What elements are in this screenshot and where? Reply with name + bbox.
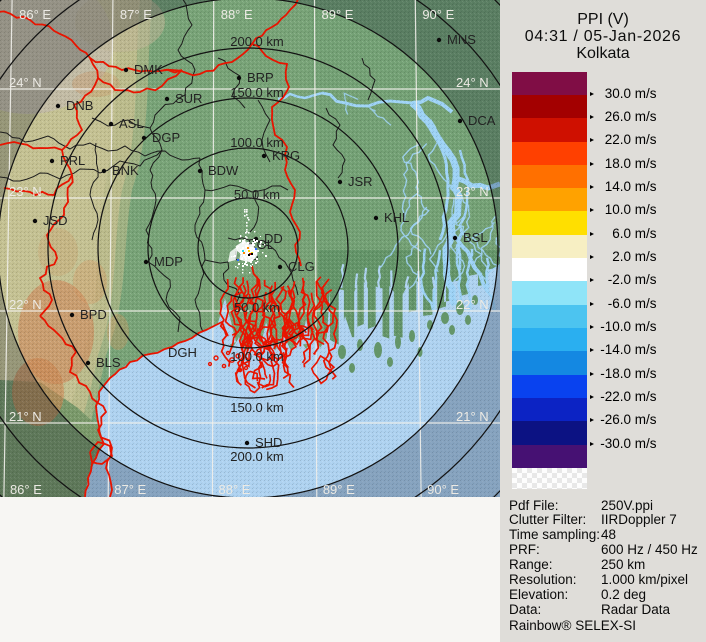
svg-text:MDP: MDP: [154, 254, 183, 269]
svg-text:DNB: DNB: [66, 98, 93, 113]
svg-text:DMK: DMK: [134, 62, 163, 77]
svg-text:BSL: BSL: [463, 230, 488, 245]
svg-text:JSD: JSD: [43, 213, 68, 228]
svg-text:200.0 km: 200.0 km: [230, 449, 283, 464]
svg-text:SHD: SHD: [255, 435, 282, 450]
svg-text:88° E: 88° E: [219, 482, 251, 497]
svg-text:PRL: PRL: [60, 153, 85, 168]
svg-text:DGP: DGP: [152, 130, 180, 145]
svg-text:MNS: MNS: [447, 32, 476, 47]
svg-text:23° N: 23° N: [9, 184, 42, 199]
svg-text:KHL: KHL: [384, 210, 409, 225]
svg-text:DGH: DGH: [168, 345, 197, 360]
svg-text:21° N: 21° N: [456, 409, 489, 424]
svg-text:DCA: DCA: [468, 113, 496, 128]
svg-text:88° E: 88° E: [221, 7, 253, 22]
svg-text:24° N: 24° N: [9, 75, 42, 90]
svg-text:90° E: 90° E: [427, 482, 459, 497]
svg-text:86° E: 86° E: [19, 7, 51, 22]
svg-text:21° N: 21° N: [9, 409, 42, 424]
svg-text:150.0 km: 150.0 km: [230, 85, 283, 100]
svg-text:BNK: BNK: [112, 163, 139, 178]
svg-text:BLS: BLS: [96, 355, 121, 370]
svg-text:KRG: KRG: [272, 148, 300, 163]
svg-text:22° N: 22° N: [9, 297, 42, 312]
svg-text:SUR: SUR: [175, 91, 202, 106]
svg-text:JSR: JSR: [348, 174, 373, 189]
svg-text:ASL: ASL: [119, 116, 144, 131]
svg-text:150.0 km: 150.0 km: [230, 400, 283, 415]
svg-text:CLG: CLG: [288, 259, 315, 274]
svg-text:90° E: 90° E: [422, 7, 454, 22]
svg-text:86° E: 86° E: [10, 482, 42, 497]
svg-text:BRP: BRP: [247, 70, 274, 85]
svg-text:87° E: 87° E: [120, 7, 152, 22]
svg-text:50.0 km: 50.0 km: [234, 300, 280, 315]
svg-text:100.0 km: 100.0 km: [230, 349, 283, 364]
svg-text:89° E: 89° E: [323, 482, 355, 497]
svg-text:87° E: 87° E: [114, 482, 146, 497]
svg-text:DD: DD: [264, 231, 283, 246]
svg-text:24° N: 24° N: [456, 75, 489, 90]
svg-text:BDW: BDW: [208, 163, 239, 178]
svg-text:89° E: 89° E: [322, 7, 354, 22]
svg-text:22° N: 22° N: [456, 297, 489, 312]
svg-text:23° N: 23° N: [456, 184, 489, 199]
svg-text:200.0 km: 200.0 km: [230, 34, 283, 49]
svg-text:50.0 km: 50.0 km: [234, 187, 280, 202]
svg-text:100.0 km: 100.0 km: [230, 135, 283, 150]
svg-text:BPD: BPD: [80, 307, 107, 322]
